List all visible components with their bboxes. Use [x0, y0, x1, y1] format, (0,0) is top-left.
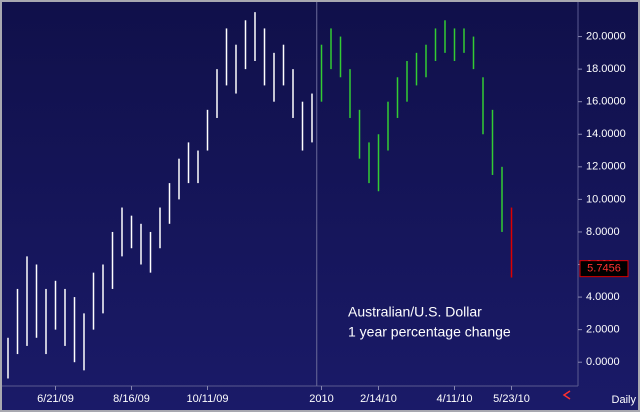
annotation: 1 year percentage change: [348, 324, 511, 340]
y-tick-label: 4.0000: [586, 291, 620, 303]
y-tick-label: 20.0000: [586, 30, 626, 42]
x-tick-label: 2/14/10: [360, 393, 397, 405]
scroll-arrow[interactable]: [562, 390, 571, 400]
period-label: Daily: [612, 394, 637, 406]
x-tick-label: 10/11/09: [186, 393, 228, 405]
x-tick-label: 8/16/09: [113, 393, 150, 405]
y-tick-label: 10.0000: [586, 193, 626, 205]
y-tick-label: 16.0000: [586, 96, 626, 108]
x-tick-label: 6/21/09: [37, 393, 74, 405]
x-tick-label: 2010: [309, 393, 333, 405]
y-tick-label: 0.0000: [586, 356, 620, 368]
y-tick-label: 8.0000: [586, 226, 620, 238]
x-tick-label: 5/23/10: [493, 393, 530, 405]
y-tick-label: 12.0000: [586, 161, 626, 173]
x-tick-label: 4/11/10: [437, 393, 473, 405]
last-value-label: 5.7456: [587, 263, 621, 275]
annotation: Australian/U.S. Dollar: [348, 304, 482, 320]
last-value-box: [579, 260, 629, 278]
y-tick-label: 2.0000: [586, 324, 620, 336]
y-tick-label: 14.0000: [586, 128, 626, 140]
y-tick-label: 18.0000: [586, 63, 626, 75]
